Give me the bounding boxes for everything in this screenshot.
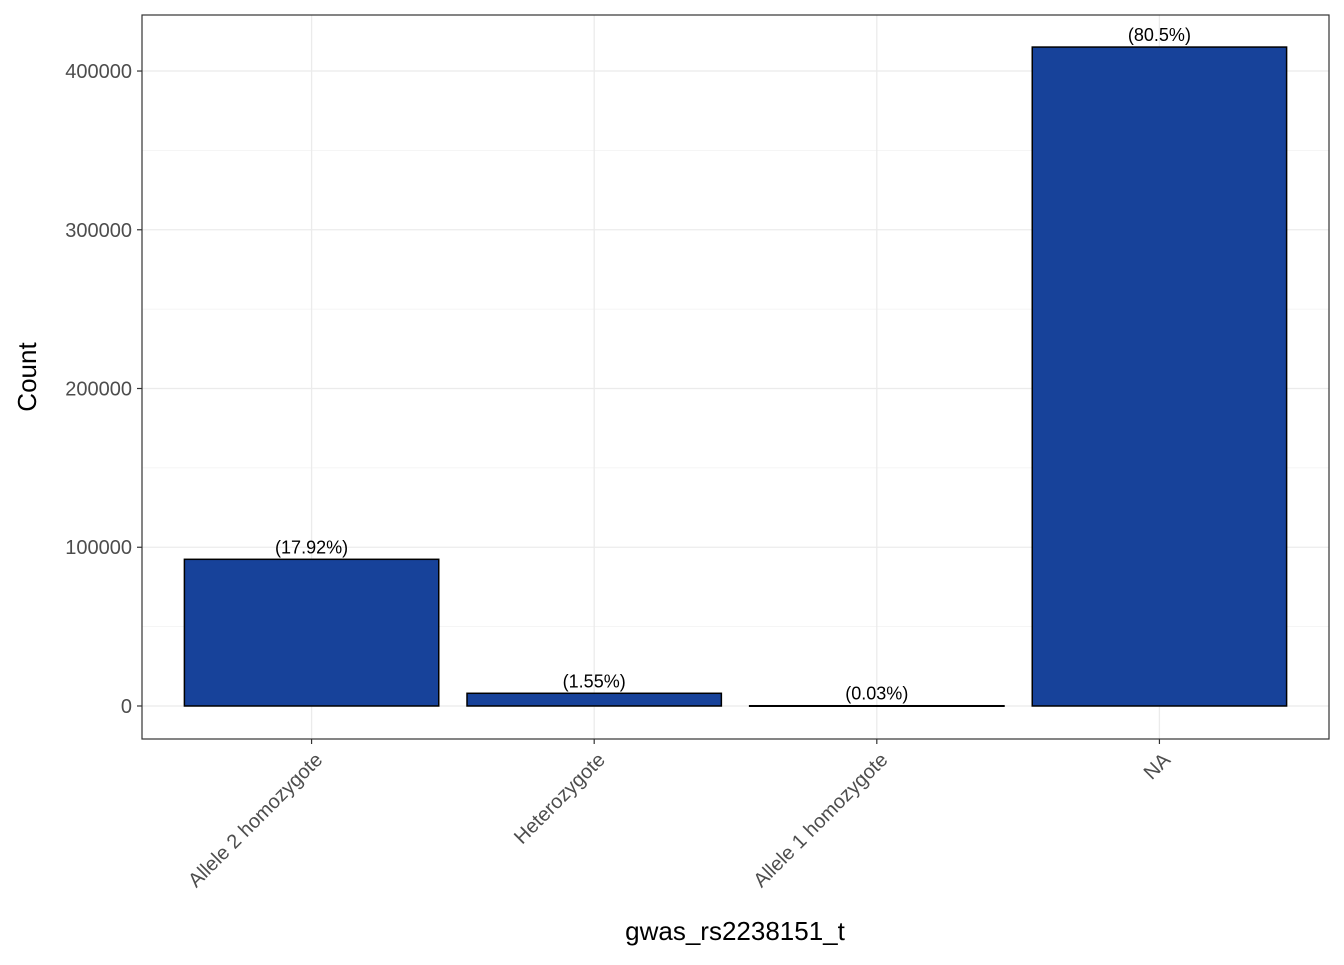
x-tick-label: Allele 2 homozygote — [184, 749, 327, 892]
bars: (17.92%) (1.55%) (0.03%) (80.5%) — [183, 25, 1288, 707]
bar — [748, 704, 1005, 707]
bar — [466, 692, 723, 707]
plot-border — [141, 14, 1330, 740]
x-axis-title: gwas_rs2238151_t — [625, 916, 845, 946]
bar-data-label: (17.92%) — [275, 537, 348, 557]
bar — [1031, 46, 1288, 707]
x-tick-label: Heterozygote — [510, 749, 610, 849]
x-tick-label: NA — [1140, 749, 1176, 785]
y-tick-label: 0 — [121, 696, 132, 718]
x-tick-label: Allele 1 homozygote — [749, 749, 892, 892]
y-axis-title: Count — [12, 342, 42, 412]
y-tick-label: 400000 — [65, 61, 132, 83]
bar-data-label: (0.03%) — [845, 684, 908, 704]
y-tick-label: 200000 — [65, 379, 132, 401]
bar-data-label: (1.55%) — [563, 671, 626, 691]
bar-data-label: (80.5%) — [1128, 25, 1191, 45]
bar — [183, 558, 440, 707]
y-tick-label: 100000 — [65, 537, 132, 559]
y-tick-label: 300000 — [65, 220, 132, 242]
